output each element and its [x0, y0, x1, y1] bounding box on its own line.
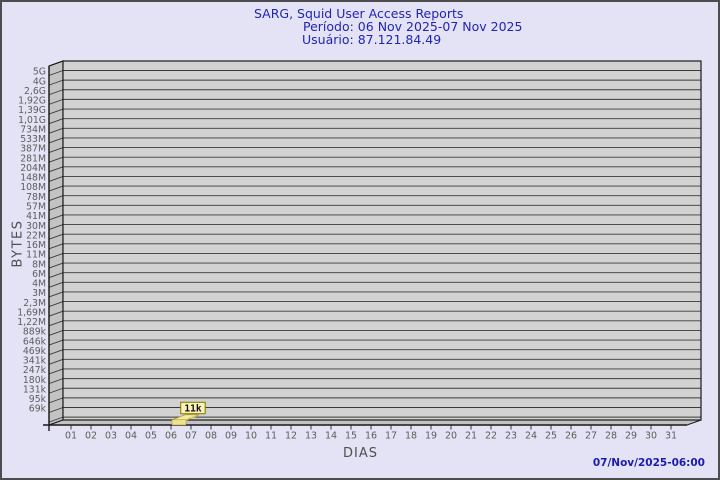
y-tick-label: 646k	[23, 336, 47, 347]
x-tick-label: 06	[165, 431, 177, 442]
y-tick-label: 1,92G	[18, 96, 46, 107]
y-tick-label: 6M	[32, 269, 46, 280]
x-tick-label: 08	[205, 431, 217, 442]
bar-front-face	[171, 419, 187, 426]
x-tick-label: 16	[365, 431, 377, 442]
x-tick-label: 05	[145, 431, 157, 442]
left-wall	[48, 60, 64, 426]
y-tick-label: 734M	[20, 124, 46, 135]
bars	[171, 414, 200, 426]
bar-day-07	[171, 414, 200, 426]
y-tick-label: 247k	[23, 365, 47, 376]
annotation-box	[180, 401, 206, 415]
y-tick-label: 1,69M	[17, 307, 46, 318]
x-tick-label: 31	[665, 431, 677, 442]
y-tick-label: 78M	[26, 192, 46, 203]
y-tick-label: 8M	[32, 259, 46, 270]
y-gridlines	[48, 70, 701, 423]
plot-frame	[48, 60, 702, 421]
x-tick-label: 03	[105, 431, 117, 442]
plot-area	[63, 61, 701, 420]
y-tick-label: 131k	[23, 384, 47, 395]
report-period: Período: 06 Nov 2025-07 Nov 2025	[303, 19, 523, 34]
x-tick-label: 24	[525, 431, 537, 442]
y-tick-label: 30M	[26, 221, 46, 232]
bar-side-face	[186, 414, 199, 421]
y-tick-label: 204M	[20, 163, 46, 174]
y-tick-label: 57M	[26, 202, 46, 213]
y-tick-labels: 5G4G2,6G1,92G1,39G1,01G734M533M387M281M2…	[17, 67, 46, 415]
y-tick-label: 22M	[26, 230, 46, 241]
y-tick-label: 1,39G	[18, 105, 46, 116]
x-tick-label: 27	[585, 431, 597, 442]
x-tick-label: 19	[425, 431, 437, 442]
x-tick-label: 28	[605, 431, 617, 442]
x-tick-label: 23	[505, 431, 517, 442]
x-tick-label: 30	[645, 431, 657, 442]
page-title: SARG, Squid User Access Reports	[254, 6, 464, 21]
x-axis-title: DIAS	[343, 446, 378, 461]
report-timestamp: 07/Nov/2025-06:00	[592, 457, 705, 469]
y-tick-label: 41M	[26, 211, 46, 222]
x-tick-label: 07	[185, 431, 197, 442]
x-tick-label: 13	[305, 431, 317, 442]
y-tick-label: 387M	[20, 144, 46, 155]
y-tick-label: 148M	[20, 173, 46, 184]
x-tick-label: 20	[445, 431, 457, 442]
y-tick-label: 2,3M	[23, 298, 46, 309]
x-tick-label: 12	[285, 431, 297, 442]
x-tick-label: 09	[225, 431, 237, 442]
y-tick-label: 180k	[23, 375, 47, 386]
x-tick-labels: 01 02 03 04 05 06 07 08 09 10 11 12 13 14 15 16 17 18 19 20…	[65, 431, 677, 442]
x-tick-label: 04	[125, 431, 137, 442]
y-tick-label: 2,6G	[24, 86, 46, 97]
y-tick-label: 5G	[33, 67, 46, 78]
x-tick-label: 15	[345, 431, 357, 442]
y-tick-label: 69k	[29, 404, 47, 415]
annotation-text: 11k	[184, 403, 201, 414]
x-tick-label: 01	[65, 431, 77, 442]
y-tick-label: 11M	[26, 250, 46, 261]
y-tick-label: 281M	[20, 153, 46, 164]
y-tick-label: 108M	[20, 182, 46, 193]
y-tick-label: 4M	[32, 279, 46, 290]
report-user: Usuário: 87.121.84.49	[302, 32, 442, 47]
y-tick-label: 469k	[23, 346, 47, 357]
floor	[48, 419, 702, 426]
x-tick-label: 02	[85, 431, 97, 442]
x-tick-label: 22	[485, 431, 497, 442]
annotations: 11k	[180, 401, 206, 415]
y-tick-label: 16M	[26, 240, 46, 251]
y-tick-label: 341k	[23, 356, 47, 367]
x-tick-marks	[70, 425, 672, 430]
y-tick-label: 889k	[23, 327, 47, 338]
y-tick-label: 1,01G	[18, 115, 46, 126]
y-tick-label: 1,22M	[17, 317, 46, 328]
x-tick-label: 21	[465, 431, 477, 442]
x-tick-label: 29	[625, 431, 637, 442]
bar-value-annotation: 11k	[180, 401, 206, 415]
x-tick-label: 10	[245, 431, 257, 442]
x-tick-label: 18	[405, 431, 417, 442]
x-tick-label: 14	[325, 431, 337, 442]
x-tick-label: 11	[265, 431, 277, 442]
x-tick-label: 26	[565, 431, 577, 442]
y-tick-label: 533M	[20, 134, 46, 145]
x-tick-label: 17	[385, 431, 397, 442]
y-tick-label: 95k	[29, 394, 47, 405]
x-tick-label: 25	[545, 431, 557, 442]
y-axis-title: BYTES	[10, 219, 26, 268]
y-tick-label: 4G	[33, 76, 46, 87]
y-tick-label: 3M	[32, 288, 46, 299]
